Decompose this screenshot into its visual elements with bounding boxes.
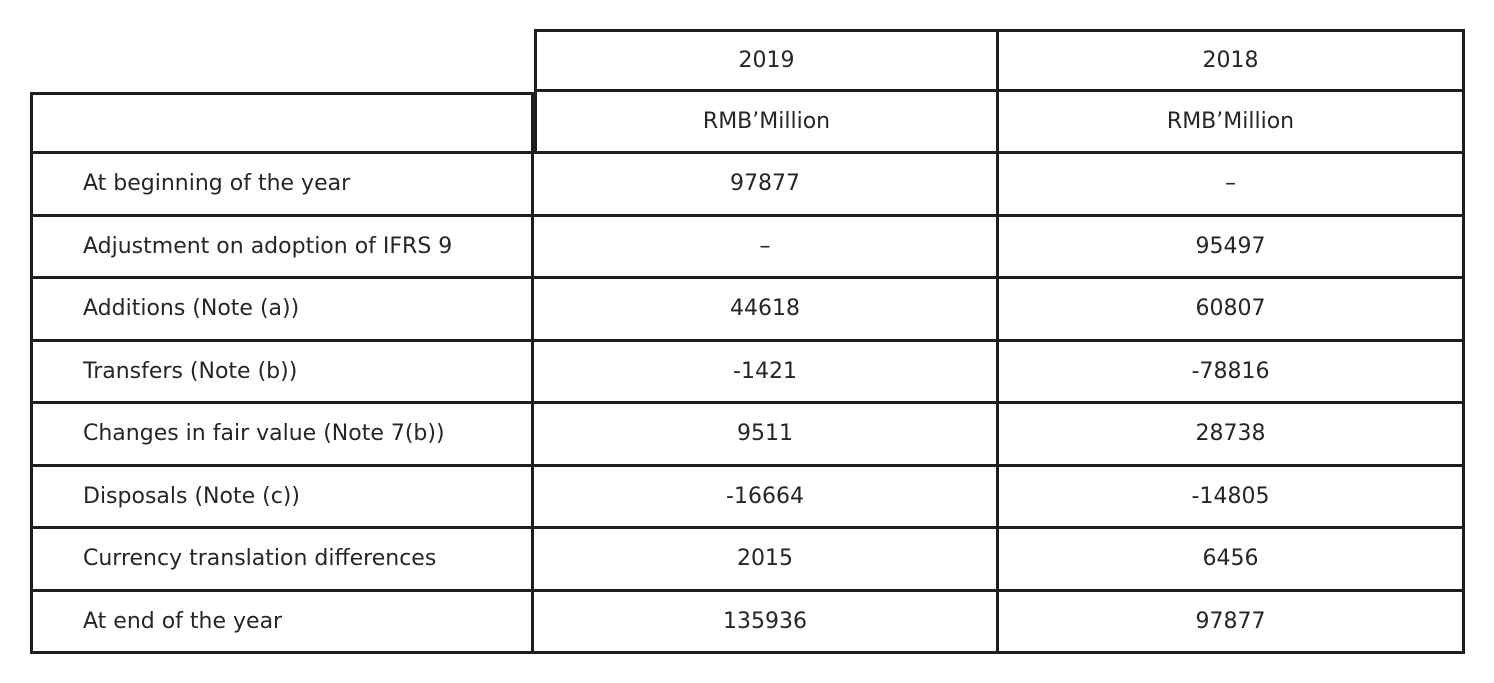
row-label-fair-value-changes: Changes in fair value (Note 7(b)) <box>30 404 534 467</box>
row-value-2019: 9511 <box>534 404 999 467</box>
row-value-2018: -14805 <box>999 466 1465 529</box>
row-value-2018: 95497 <box>999 216 1465 279</box>
row-label-additions: Additions (Note (a)) <box>30 279 534 342</box>
row-value-2018: -78816 <box>999 341 1465 404</box>
row-label-ifrs9-adjustment: Adjustment on adoption of IFRS 9 <box>30 216 534 279</box>
row-value-2019: 44618 <box>534 279 999 342</box>
row-value-2019: 2015 <box>534 529 999 592</box>
header-corner-blank <box>30 29 534 92</box>
unit-header-2019: RMB’Million <box>534 91 999 154</box>
row-value-2019: -1421 <box>534 341 999 404</box>
row-value-2018: 97877 <box>999 591 1465 654</box>
row-value-2019: 135936 <box>534 591 999 654</box>
row-value-2018: 28738 <box>999 404 1465 467</box>
row-label-beginning: At beginning of the year <box>30 154 534 217</box>
unit-header-2018: RMB’Million <box>999 91 1465 154</box>
row-value-2019: – <box>534 216 999 279</box>
row-value-2018: 60807 <box>999 279 1465 342</box>
row-value-2019: 97877 <box>534 154 999 217</box>
row-label-currency-translation: Currency translation differences <box>30 529 534 592</box>
row-label-transfers: Transfers (Note (b)) <box>30 341 534 404</box>
year-header-2019: 2019 <box>534 29 999 92</box>
row-label-disposals: Disposals (Note (c)) <box>30 466 534 529</box>
unit-header-blank <box>30 91 534 154</box>
row-value-2019: -16664 <box>534 466 999 529</box>
year-header-2018: 2018 <box>999 29 1465 92</box>
row-value-2018: – <box>999 154 1465 217</box>
financial-table: 2019 2018 RMB’Million RMB’Million At beg… <box>30 29 1465 654</box>
row-label-end-of-year: At end of the year <box>30 591 534 654</box>
row-value-2018: 6456 <box>999 529 1465 592</box>
